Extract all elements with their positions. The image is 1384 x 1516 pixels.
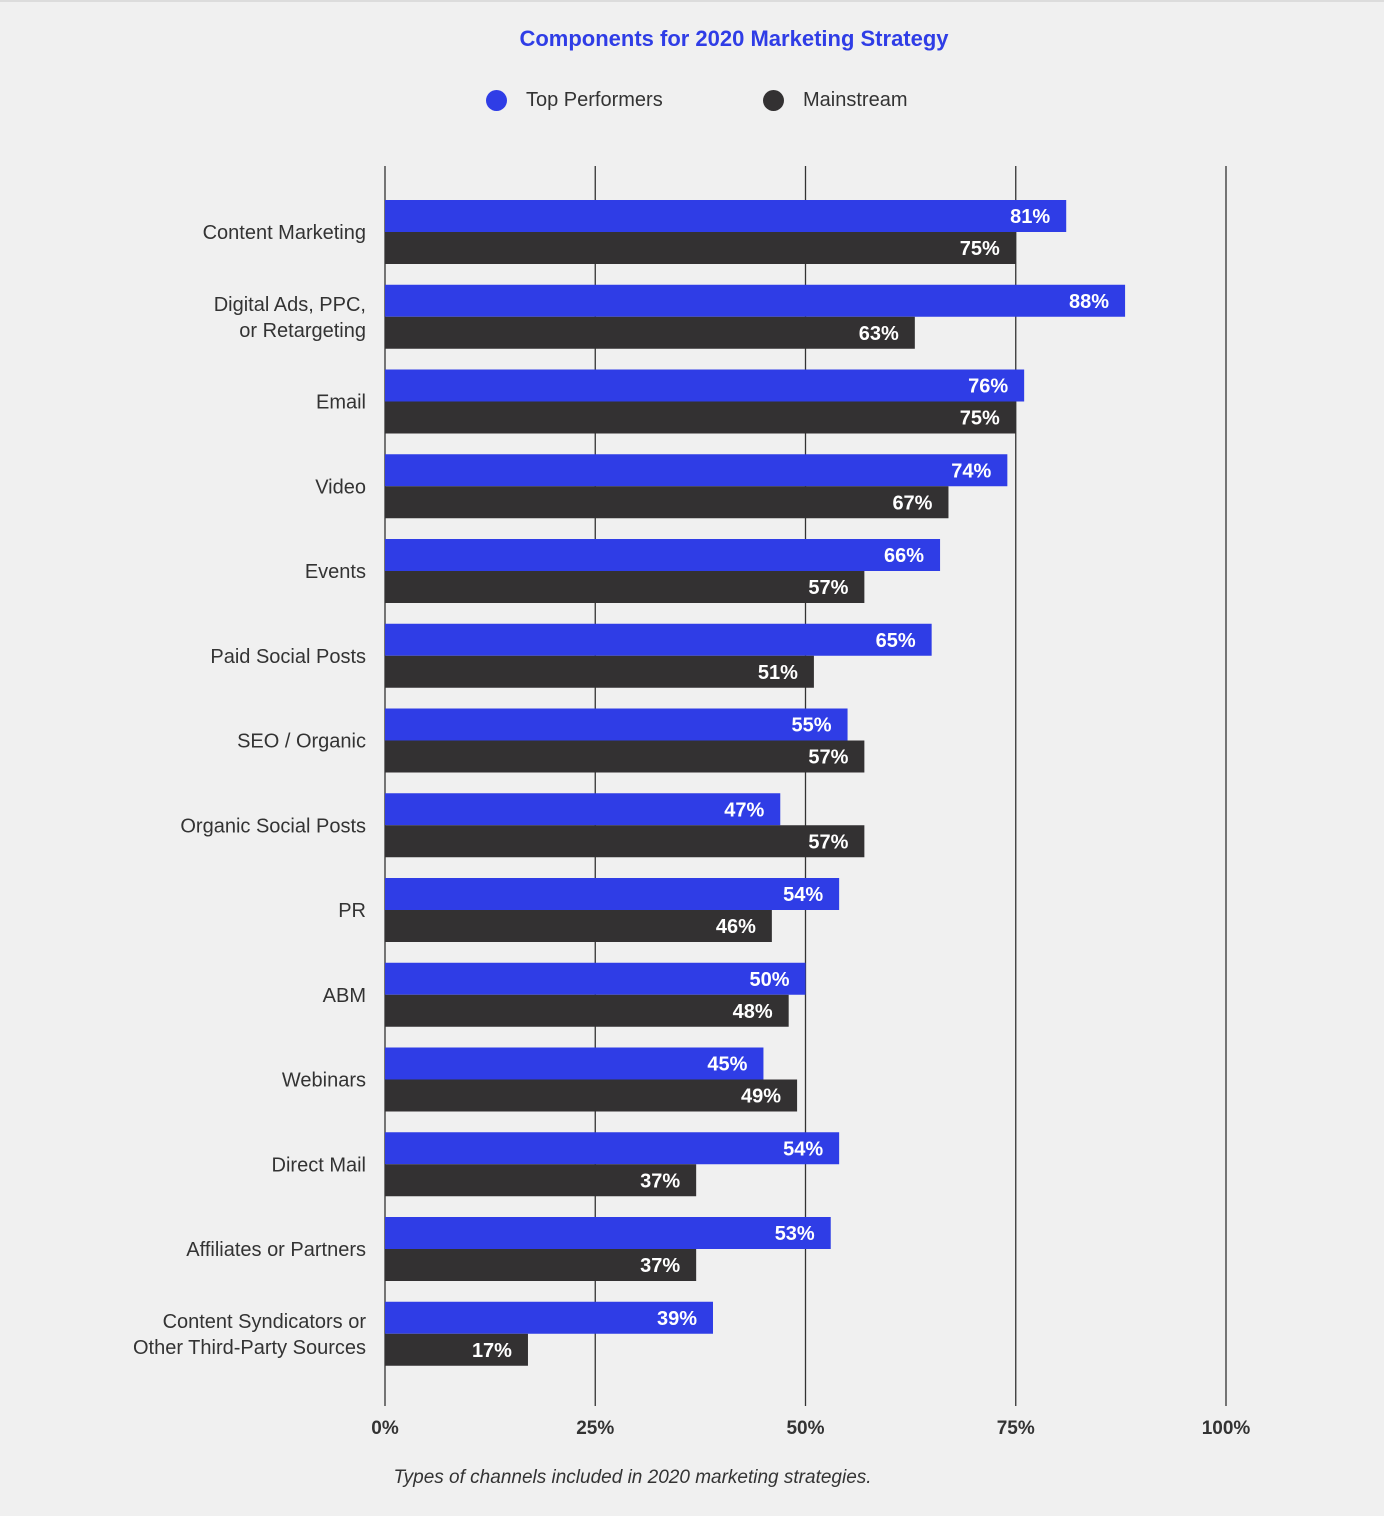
bar-value-label: 54% xyxy=(783,884,823,906)
category-label: Webinars xyxy=(282,1070,366,1092)
bar-value-label: 67% xyxy=(892,492,932,514)
bar-mainstream xyxy=(385,316,915,349)
bar-top-performers xyxy=(385,454,1008,487)
bar-value-label: 39% xyxy=(657,1308,697,1330)
category-label: or Retargeting xyxy=(239,320,366,342)
x-tick-label: 75% xyxy=(997,1418,1035,1439)
bar-value-label: 57% xyxy=(808,831,848,853)
bar-value-label: 65% xyxy=(876,630,916,652)
bar-value-label: 46% xyxy=(716,916,756,938)
legend-item-mainstream: Mainstream xyxy=(763,87,907,113)
bar-mainstream xyxy=(385,740,865,773)
category-label: Events xyxy=(305,561,366,583)
legend-label-mainstream: Mainstream xyxy=(803,88,908,111)
category-label: SEO / Organic xyxy=(237,731,366,753)
bar-mainstream xyxy=(385,486,949,519)
x-tick-label: 50% xyxy=(786,1418,824,1439)
bar-top-performers xyxy=(385,1217,831,1249)
bar-top-performers xyxy=(385,284,1126,317)
bar-value-label: 47% xyxy=(724,799,764,821)
bar-value-label: 51% xyxy=(758,662,798,684)
bar-value-label: 63% xyxy=(859,323,899,345)
bar-top-performers xyxy=(385,878,840,910)
category-label: Direct Mail xyxy=(272,1154,366,1176)
category-label: Organic Social Posts xyxy=(180,815,366,837)
category-label: Affiliates or Partners xyxy=(186,1239,366,1261)
bar-mainstream xyxy=(385,1079,798,1112)
bar-top-performers xyxy=(385,200,1067,232)
x-tick-label: 0% xyxy=(371,1418,399,1439)
category-label: Content Marketing xyxy=(203,222,366,244)
bar-value-label: 37% xyxy=(640,1170,680,1192)
bar-mainstream xyxy=(385,910,772,942)
bar-value-label: 57% xyxy=(808,747,848,769)
bar-top-performers xyxy=(385,708,848,741)
bar-value-label: 75% xyxy=(960,408,1000,430)
bar-top-performers xyxy=(385,1132,840,1165)
legend-dot-top-performers xyxy=(486,89,507,111)
bar-mainstream xyxy=(385,825,865,858)
bar-mainstream xyxy=(385,571,865,603)
bar-mainstream xyxy=(385,1333,528,1366)
bar-mainstream xyxy=(385,232,1016,264)
bar-value-label: 45% xyxy=(707,1054,747,1076)
legend-item-top-performers: Top Performers xyxy=(486,87,663,113)
bar-mainstream xyxy=(385,655,814,688)
category-label: Video xyxy=(315,476,366,498)
bar-value-label: 74% xyxy=(951,460,991,482)
category-label: Content Syndicators or xyxy=(163,1311,367,1333)
bar-value-label: 48% xyxy=(733,1001,773,1023)
bar-top-performers xyxy=(385,369,1025,402)
bar-top-performers xyxy=(385,539,941,571)
bar-value-label: 66% xyxy=(884,545,924,567)
bar-value-label: 49% xyxy=(741,1086,781,1108)
bar-top-performers xyxy=(385,1301,713,1334)
bar-mainstream xyxy=(385,401,1016,434)
bar-top-performers xyxy=(385,623,932,656)
category-label: Other Third-Party Sources xyxy=(133,1337,366,1359)
top-border xyxy=(0,0,1384,2)
bar-value-label: 76% xyxy=(968,376,1008,398)
bar-top-performers xyxy=(385,793,781,826)
bar-mainstream xyxy=(385,1164,697,1197)
bar-value-label: 54% xyxy=(783,1138,823,1160)
bar-value-label: 17% xyxy=(472,1340,512,1362)
x-tick-label: 25% xyxy=(576,1418,614,1439)
bar-mainstream xyxy=(385,1249,697,1281)
bar-value-label: 75% xyxy=(960,238,1000,260)
bar-value-label: 37% xyxy=(640,1255,680,1277)
bar-top-performers xyxy=(385,1047,764,1080)
bar-value-label: 88% xyxy=(1069,291,1109,313)
bar-value-label: 57% xyxy=(808,577,848,599)
x-tick-label: 100% xyxy=(1202,1418,1251,1439)
bar-value-label: 81% xyxy=(1010,206,1050,228)
bar-value-label: 55% xyxy=(792,715,832,737)
legend-label-top-performers: Top Performers xyxy=(526,88,663,111)
bar-value-label: 50% xyxy=(749,969,789,991)
legend-dot-mainstream xyxy=(763,89,784,111)
category-label: PR xyxy=(338,900,366,922)
bar-value-label: 53% xyxy=(775,1223,815,1245)
category-label: Email xyxy=(316,392,366,414)
chart-caption: Types of channels included in 2020 marke… xyxy=(393,1467,872,1488)
bar-mainstream xyxy=(385,994,789,1027)
bar-top-performers xyxy=(385,962,806,995)
category-label: Digital Ads, PPC, xyxy=(214,294,366,316)
category-label: Paid Social Posts xyxy=(210,646,366,668)
category-label: ABM xyxy=(323,985,366,1007)
chart-title: Components for 2020 Marketing Strategy xyxy=(519,26,949,51)
